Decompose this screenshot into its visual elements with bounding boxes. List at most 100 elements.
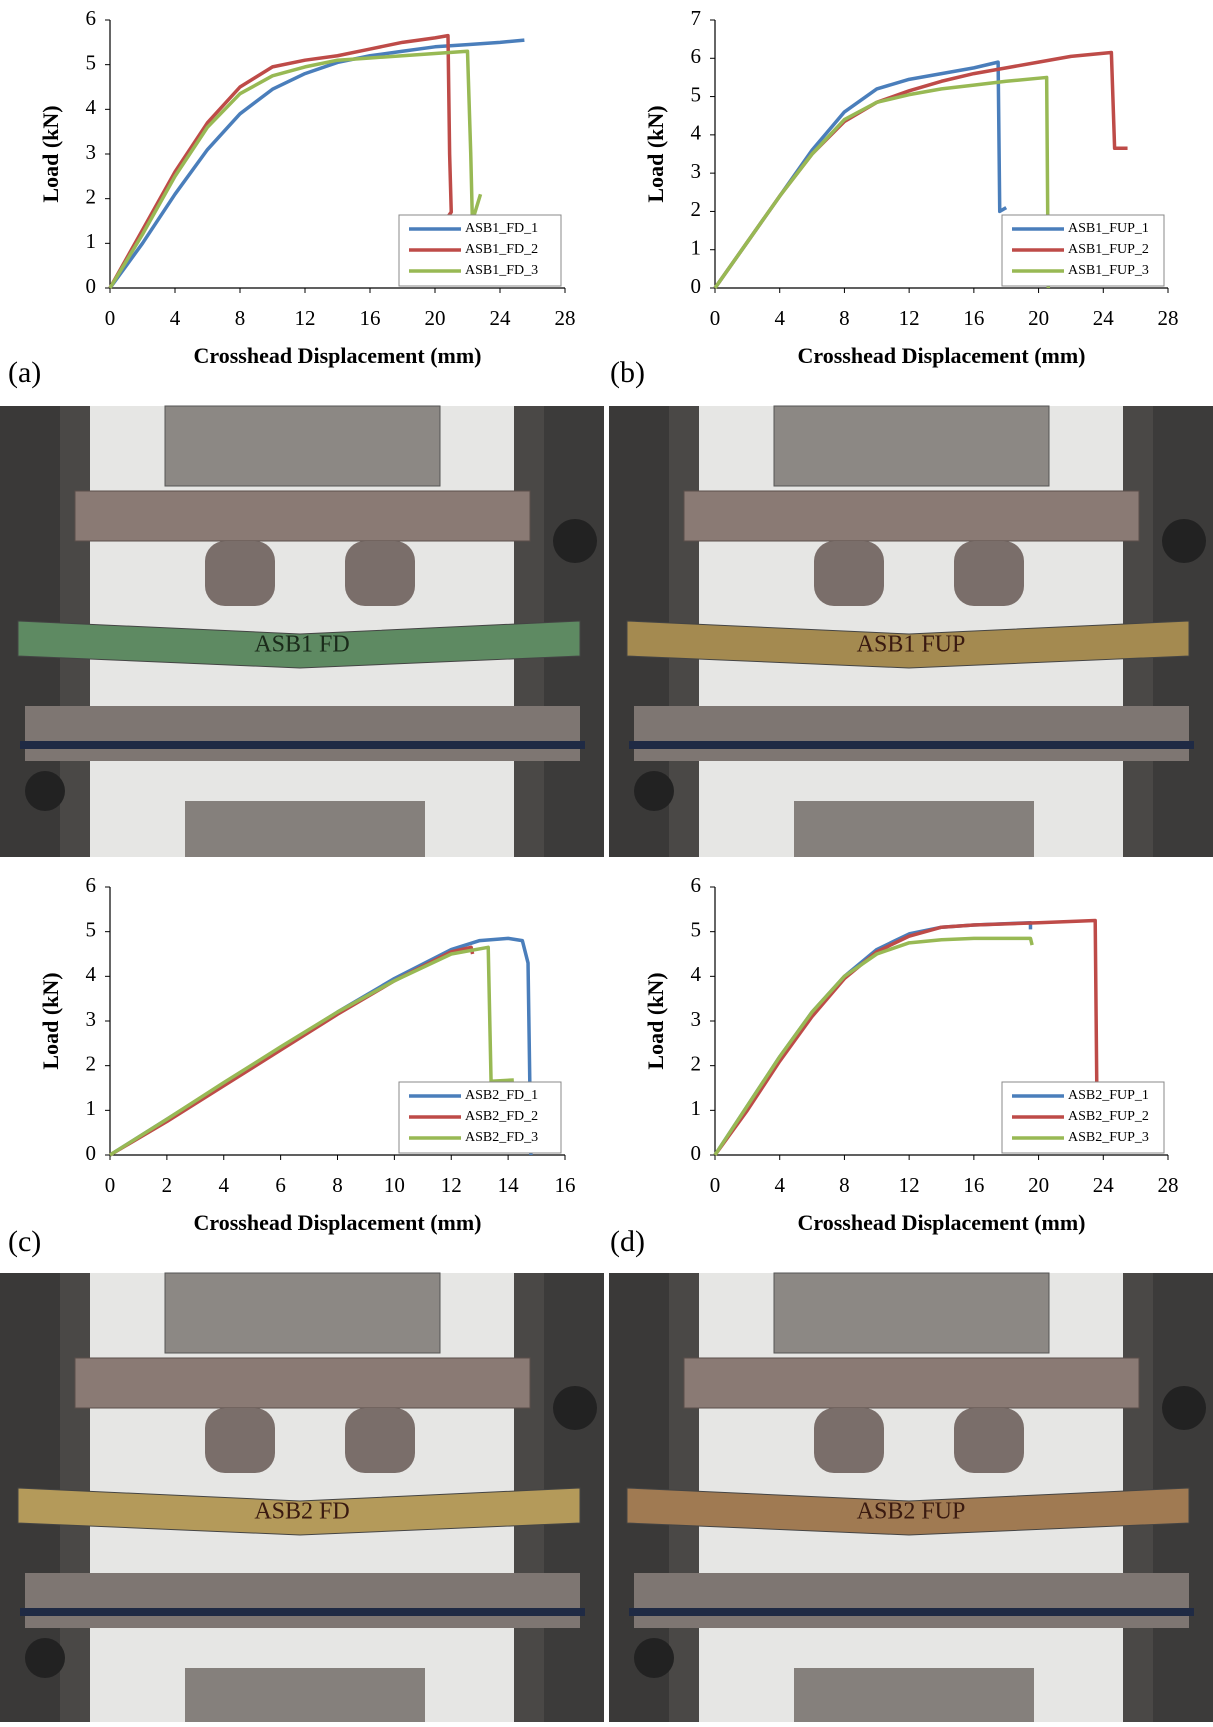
x-tick-label: 0 — [710, 306, 721, 330]
x-tick-label: 0 — [105, 1173, 116, 1197]
base — [185, 801, 425, 857]
x-tick-label: 28 — [1158, 306, 1179, 330]
base — [185, 1668, 425, 1722]
y-tick-label: 3 — [86, 140, 97, 164]
specimen — [626, 1487, 1190, 1536]
photo: ASB2 FD — [0, 1272, 604, 1722]
nose — [345, 541, 415, 606]
y-tick-label: 3 — [691, 159, 702, 183]
x-tick-label: 28 — [1158, 1173, 1179, 1197]
x-tick-label: 16 — [963, 1173, 984, 1197]
y-tick-label: 6 — [86, 6, 97, 30]
support — [634, 1573, 1189, 1628]
x-axis-title: Crosshead Displacement (mm) — [797, 1210, 1085, 1235]
legend-label: ASB1_FD_2 — [465, 242, 538, 257]
legend-label: ASB2_FUP_1 — [1068, 1088, 1149, 1103]
x-tick-label: 12 — [899, 306, 920, 330]
series-line — [713, 936, 1034, 1156]
y-tick-label: 4 — [691, 962, 702, 986]
x-tick-label: 12 — [295, 306, 316, 330]
crosshead — [773, 405, 1050, 487]
x-tick-label: 4 — [219, 1173, 230, 1197]
x-tick-label: 20 — [425, 306, 446, 330]
legend-label: ASB2_FD_3 — [465, 1130, 538, 1145]
x-tick-label: 12 — [899, 1173, 920, 1197]
y-tick-label: 4 — [86, 95, 97, 119]
scale — [629, 741, 1194, 749]
support — [25, 706, 580, 761]
x-tick-label: 12 — [441, 1173, 462, 1197]
x-tick-label: 4 — [170, 306, 181, 330]
series-line — [109, 945, 475, 1157]
y-tick-label: 3 — [86, 1007, 97, 1031]
y-tick-label: 5 — [691, 82, 702, 106]
loading-beam — [74, 1357, 531, 1409]
x-tick-label: 4 — [774, 1173, 785, 1197]
x-tick-label: 20 — [1028, 1173, 1049, 1197]
nose — [814, 1408, 884, 1473]
legend-label: ASB2_FUP_3 — [1068, 1130, 1149, 1145]
x-tick-label: 0 — [105, 306, 116, 330]
nose — [205, 541, 275, 606]
y-tick-label: 1 — [86, 1096, 97, 1120]
x-axis-title: Crosshead Displacement (mm) — [797, 343, 1085, 368]
x-tick-label: 10 — [384, 1173, 405, 1197]
y-tick-label: 3 — [691, 1007, 702, 1031]
nose — [814, 541, 884, 606]
specimen — [17, 620, 581, 669]
knob — [1162, 519, 1206, 563]
knob — [634, 1638, 674, 1678]
panel-label: (d) — [610, 1225, 645, 1258]
y-tick-label: 2 — [691, 1051, 702, 1075]
panel-label: (c) — [8, 1225, 41, 1258]
support — [25, 1573, 580, 1628]
series-line — [109, 945, 514, 1157]
series-line — [713, 60, 1008, 290]
x-tick-label: 2 — [162, 1173, 173, 1197]
x-tick-label: 6 — [275, 1173, 286, 1197]
base — [794, 801, 1034, 857]
photo-label: ASB1 FD — [254, 632, 349, 658]
y-tick-label: 4 — [691, 121, 702, 145]
x-tick-label: 16 — [555, 1173, 576, 1197]
x-tick-label: 8 — [839, 1173, 850, 1197]
legend-label: ASB1_FD_3 — [465, 263, 538, 278]
crosshead — [773, 1272, 1050, 1354]
knob — [553, 519, 597, 563]
scale — [629, 1608, 1194, 1616]
nose — [345, 1408, 415, 1473]
specimen — [626, 620, 1190, 669]
y-tick-label: 6 — [86, 873, 97, 897]
loading-beam — [683, 490, 1140, 542]
x-tick-label: 28 — [555, 306, 576, 330]
legend-label: ASB1_FUP_1 — [1068, 221, 1149, 236]
y-tick-label: 4 — [86, 962, 97, 986]
legend-label: ASB2_FD_1 — [465, 1088, 538, 1103]
legend-label: ASB1_FUP_3 — [1068, 263, 1149, 278]
x-tick-label: 14 — [498, 1173, 520, 1197]
y-tick-label: 2 — [86, 1051, 97, 1075]
x-tick-label: 16 — [360, 306, 381, 330]
x-axis-title: Crosshead Displacement (mm) — [193, 343, 481, 368]
x-tick-label: 8 — [839, 306, 850, 330]
x-tick-label: 24 — [1093, 306, 1115, 330]
series-line — [108, 33, 453, 289]
y-tick-label: 2 — [691, 197, 702, 221]
y-tick-label: 5 — [86, 50, 97, 74]
y-tick-label: 1 — [691, 1096, 702, 1120]
loading-beam — [74, 490, 531, 542]
x-tick-label: 20 — [1028, 306, 1049, 330]
y-tick-label: 6 — [691, 873, 702, 897]
knob — [553, 1386, 597, 1430]
x-tick-label: 0 — [710, 1173, 721, 1197]
y-tick-label: 0 — [691, 1141, 702, 1165]
knob — [634, 771, 674, 811]
base — [794, 1668, 1034, 1722]
specimen — [17, 1487, 581, 1536]
series-line — [713, 75, 1051, 290]
